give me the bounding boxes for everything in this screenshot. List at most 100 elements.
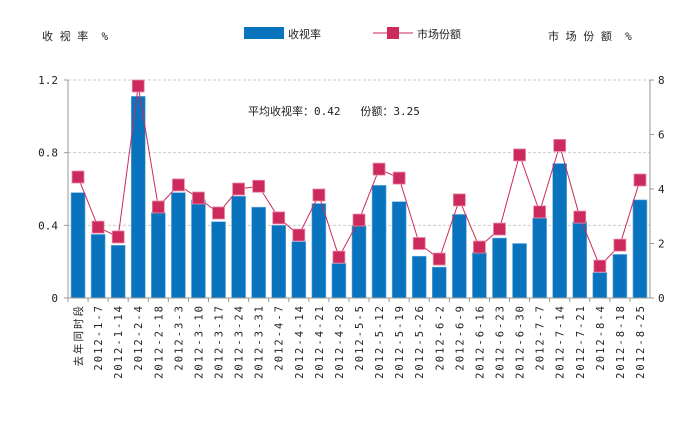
bar xyxy=(151,212,166,299)
x-tick-label: 2012-7-21 xyxy=(575,304,587,379)
share-marker xyxy=(252,179,266,193)
left-tick-label: 0 xyxy=(51,292,58,305)
x-tick-label: 2012-5-12 xyxy=(374,304,386,379)
bar xyxy=(411,255,427,299)
x-tick-label: 2012-2-4 xyxy=(133,304,145,371)
share-marker xyxy=(392,171,406,185)
left-tick-label: 0.4 xyxy=(38,219,58,232)
share-marker xyxy=(171,178,185,192)
legend-marker-swatch xyxy=(387,27,399,39)
share-marker xyxy=(633,173,647,187)
x-tick-label: 2012-5-19 xyxy=(394,304,406,379)
share-marker xyxy=(292,228,306,242)
x-tick-label: 2012-3-10 xyxy=(193,304,205,379)
share-marker xyxy=(272,211,286,225)
x-tick-label: 2012-2-18 xyxy=(153,304,165,379)
bar xyxy=(70,192,86,299)
bar xyxy=(371,185,387,299)
bar xyxy=(231,195,246,299)
x-tick-label: 2012-6-2 xyxy=(434,304,446,371)
share-marker xyxy=(513,148,526,162)
x-tick-label: 2012-6-9 xyxy=(454,304,466,371)
share-marker xyxy=(151,200,165,214)
bar xyxy=(311,203,327,299)
x-tick-label: 2012-8-18 xyxy=(615,304,627,379)
bar xyxy=(552,163,567,299)
share-marker xyxy=(593,259,607,273)
legend: 收视率 市场份额 xyxy=(244,27,461,41)
share-marker xyxy=(372,162,386,176)
bar xyxy=(592,272,608,299)
bar xyxy=(331,263,347,299)
share-marker xyxy=(533,205,547,219)
bar xyxy=(351,225,367,299)
x-tick-label: 2012-7-7 xyxy=(535,304,547,371)
share-marker xyxy=(312,188,326,202)
share-marker xyxy=(573,210,587,224)
x-tick-label: 2012-7-14 xyxy=(555,304,567,379)
share-marker xyxy=(493,222,506,236)
share-marker xyxy=(212,206,225,220)
share-marker xyxy=(432,252,446,266)
bar xyxy=(452,214,467,299)
bar xyxy=(492,237,507,299)
right-tick-label: 0 xyxy=(658,292,665,305)
x-tick-label: 2012-3-24 xyxy=(234,304,246,379)
left-tick-label: 0.8 xyxy=(38,147,58,160)
bar xyxy=(110,245,126,299)
left-axis-title: 收 视 率 % xyxy=(42,29,108,43)
x-tick-label: 2012-5-26 xyxy=(414,304,426,379)
bar xyxy=(632,199,648,299)
bar xyxy=(271,225,287,299)
bar xyxy=(251,206,266,299)
x-tick-label: 2012-4-21 xyxy=(314,304,326,379)
x-tick-label: 2012-1-14 xyxy=(113,304,125,379)
share-marker xyxy=(352,213,366,227)
x-tick-label: 2012-6-30 xyxy=(515,304,527,379)
bar xyxy=(171,192,186,299)
x-tick-label: 去年同时段 xyxy=(72,304,85,367)
x-tick-label: 2012-5-5 xyxy=(354,304,366,371)
share-marker xyxy=(91,220,105,234)
bar xyxy=(291,241,307,299)
left-tick-label: 1.2 xyxy=(38,74,58,87)
bar xyxy=(191,199,206,299)
bar xyxy=(612,254,628,299)
x-tick-label: 2012-6-16 xyxy=(474,304,486,379)
x-tick-label: 2012-4-7 xyxy=(274,304,286,371)
right-tick-label: 2 xyxy=(658,238,665,251)
share-marker xyxy=(553,138,567,152)
share-marker xyxy=(452,193,466,207)
right-axis-title: 市 场 份 额 % xyxy=(548,29,632,43)
legend-bar-swatch xyxy=(244,27,284,39)
bar xyxy=(532,217,547,299)
x-tick-label: 2012-3-17 xyxy=(214,304,226,379)
share-marker xyxy=(473,240,486,254)
bar xyxy=(431,266,447,299)
share-marker xyxy=(131,79,145,93)
x-tick-label: 2012-4-14 xyxy=(294,304,306,379)
x-tick-label: 2012-1-7 xyxy=(93,304,105,371)
bar xyxy=(90,234,106,299)
legend-line-label: 市场份额 xyxy=(417,27,461,41)
bar xyxy=(211,221,226,299)
right-tick-label: 4 xyxy=(658,183,665,196)
x-tick-label: 2012-3-31 xyxy=(254,304,266,379)
x-tick-label: 2012-3-3 xyxy=(173,304,185,371)
x-tick-label: 2012-8-4 xyxy=(595,304,607,371)
right-tick-label: 8 xyxy=(658,74,665,87)
bar xyxy=(472,252,487,299)
share-marker xyxy=(232,182,245,196)
bar xyxy=(512,243,527,299)
x-tick-label: 2012-6-23 xyxy=(494,304,506,379)
share-marker xyxy=(111,230,125,244)
share-marker xyxy=(613,238,627,252)
share-marker xyxy=(332,250,346,264)
share-marker xyxy=(412,237,426,250)
bar xyxy=(572,221,588,299)
share-marker xyxy=(192,191,205,205)
average-annotation: 平均收视率：0.42 份额：3.25 xyxy=(248,104,420,118)
bar xyxy=(391,201,407,299)
legend-bar-label: 收视率 xyxy=(288,27,321,41)
